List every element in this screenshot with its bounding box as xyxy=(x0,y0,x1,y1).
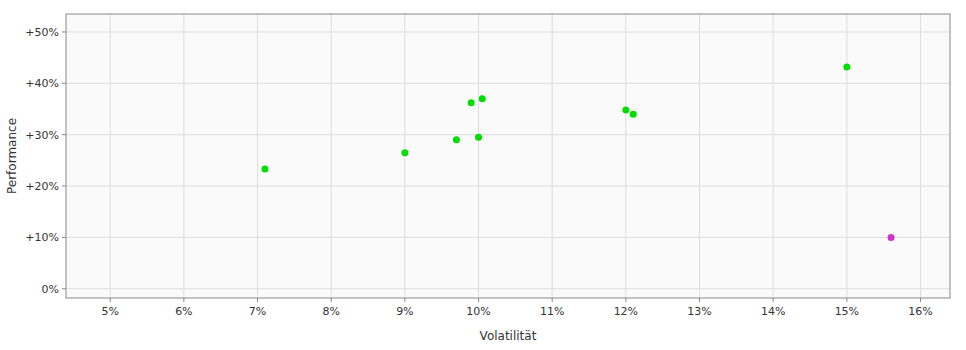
x-tick-label: 11% xyxy=(540,305,564,318)
y-tick xyxy=(62,134,66,135)
x-tick-label: 5% xyxy=(101,305,118,318)
scatter-point xyxy=(479,95,486,102)
x-tick-label: 6% xyxy=(175,305,192,318)
y-tick-label: +30% xyxy=(25,129,59,142)
x-grid-line xyxy=(183,14,184,298)
plot-frame xyxy=(66,14,950,298)
x-tick-label: 7% xyxy=(249,305,266,318)
x-tick-label: 10% xyxy=(466,305,490,318)
x-grid-line xyxy=(478,14,479,298)
data-points xyxy=(261,63,894,241)
x-axis-label: Volatilität xyxy=(480,329,537,343)
y-grid-line xyxy=(66,186,950,187)
scatter-point xyxy=(468,99,475,106)
grid xyxy=(66,14,950,298)
x-tick-label: 8% xyxy=(322,305,339,318)
x-grid-line xyxy=(920,14,921,298)
scatter-point xyxy=(843,63,850,70)
x-grid-line xyxy=(110,14,111,298)
x-tick xyxy=(331,298,332,302)
x-tick xyxy=(478,298,479,302)
x-tick xyxy=(846,298,847,302)
x-grid-line xyxy=(773,14,774,298)
scatter-point xyxy=(401,149,408,156)
x-grid-line xyxy=(331,14,332,298)
x-tick xyxy=(257,298,258,302)
scatter-point xyxy=(475,134,482,141)
y-tick xyxy=(62,288,66,289)
scatter-point xyxy=(622,107,629,114)
y-tick-label: +50% xyxy=(25,26,59,39)
scatter-point xyxy=(630,111,637,118)
x-tick-label: 16% xyxy=(908,305,932,318)
y-tick xyxy=(62,186,66,187)
series xyxy=(888,234,895,241)
x-grid-line xyxy=(625,14,626,298)
y-tick xyxy=(62,237,66,238)
y-grid-line xyxy=(66,31,950,32)
y-tick xyxy=(62,83,66,84)
y-tick-label: +10% xyxy=(25,231,59,244)
scatter-point xyxy=(453,136,460,143)
x-tick xyxy=(920,298,921,302)
x-tick-label: 15% xyxy=(835,305,859,318)
plot-background xyxy=(66,14,950,298)
series xyxy=(261,63,850,172)
x-tick xyxy=(699,298,700,302)
x-grid-line xyxy=(699,14,700,298)
y-grid-line xyxy=(66,237,950,238)
x-tick xyxy=(110,298,111,302)
scatter-point xyxy=(888,234,895,241)
y-grid-line xyxy=(66,83,950,84)
x-grid-line xyxy=(257,14,258,298)
x-grid-line xyxy=(846,14,847,298)
x-tick xyxy=(552,298,553,302)
x-tick-label: 12% xyxy=(614,305,638,318)
chart-container: 5% 6% 7% 8% 9% 10% 11% 12% 13% 14% 15% 16% 0% +10% +20… xyxy=(0,0,966,350)
x-grid-line xyxy=(552,14,553,298)
x-tick xyxy=(625,298,626,302)
chart-svg: 5% 6% 7% 8% 9% 10% 11% 12% 13% 14% 15% 16% 0% +10% +20… xyxy=(0,0,966,350)
scatter-point xyxy=(261,166,268,173)
x-tick-label: 13% xyxy=(687,305,711,318)
axes: 5% 6% 7% 8% 9% 10% 11% 12% 13% 14% 15% 16% 0% +10% +20… xyxy=(25,26,932,318)
y-tick-label: +20% xyxy=(25,180,59,193)
y-tick-label: +40% xyxy=(25,77,59,90)
x-tick xyxy=(183,298,184,302)
x-tick-label: 14% xyxy=(761,305,785,318)
x-tick-label: 9% xyxy=(396,305,413,318)
x-tick xyxy=(404,298,405,302)
y-grid-line xyxy=(66,134,950,135)
y-axis-label: Performance xyxy=(5,118,19,194)
x-tick xyxy=(773,298,774,302)
y-tick-label: 0% xyxy=(42,283,59,296)
y-grid-line xyxy=(66,288,950,289)
y-tick xyxy=(62,31,66,32)
